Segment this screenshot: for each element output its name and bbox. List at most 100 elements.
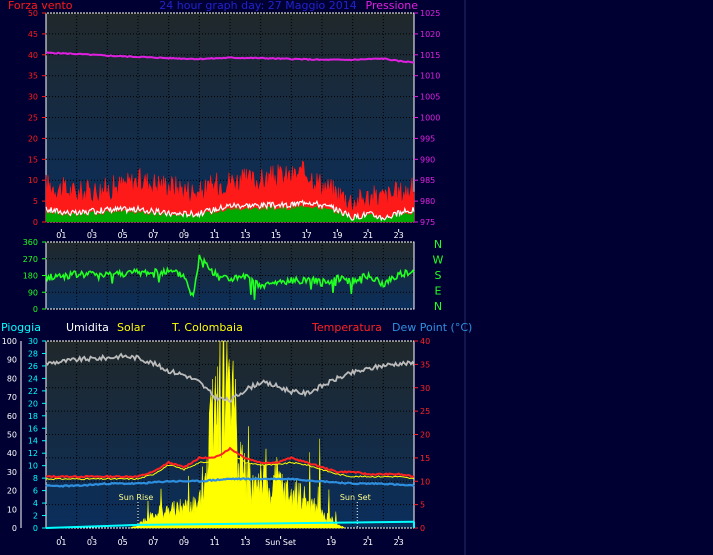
rain-ytick-label: 6 xyxy=(33,487,38,496)
rain-ytick-label: 12 xyxy=(28,449,38,458)
temperature-ytick-label: 15 xyxy=(420,454,430,463)
humidity-ytick-label: 80 xyxy=(7,374,17,383)
wind-ytick-label: 0 xyxy=(33,218,38,227)
direction-ytick-label: 90 xyxy=(28,288,38,297)
wind-ytick-label: 40 xyxy=(28,51,38,60)
legend-temperatura: Temperatura xyxy=(311,321,382,334)
climate-xtick-label: 21 xyxy=(363,538,373,547)
wind-xtick-label: 13 xyxy=(240,231,250,240)
compass-label: N xyxy=(434,300,442,313)
rain-ytick-label: 14 xyxy=(28,437,38,446)
pressure-ytick-label: 1010 xyxy=(420,72,440,81)
temperature-line xyxy=(45,446,415,479)
pressure-line xyxy=(45,51,415,64)
wind-average-line xyxy=(45,199,415,222)
sunset-label: Sun Set xyxy=(340,493,371,502)
humidity-ytick-label: 90 xyxy=(7,356,17,365)
wind-axis-label: Forza vento xyxy=(8,0,73,12)
legend-dewpoint: Dew Point (°C) xyxy=(392,321,472,334)
rain-line xyxy=(45,520,415,529)
humidity-ytick-label: 40 xyxy=(7,449,17,458)
rain-ytick-label: 4 xyxy=(33,499,38,508)
wind-xtick-label: 23 xyxy=(394,231,404,240)
wind-xtick-label: 05 xyxy=(118,231,128,240)
chart-title: 24 hour graph day: 27 Maggio 2014 xyxy=(159,0,356,12)
humidity-ytick-label: 20 xyxy=(7,487,17,496)
pressure-ytick-label: 1005 xyxy=(420,93,440,102)
wind-ytick-label: 25 xyxy=(28,114,38,123)
direction-line xyxy=(45,254,415,300)
climate-xtick-label: 11 xyxy=(210,538,220,547)
wind-xtick-label: 01 xyxy=(56,231,66,240)
rain-ytick-label: 24 xyxy=(28,374,38,383)
pressure-ytick-label: 1020 xyxy=(420,30,440,39)
legend-umidita: Umidita xyxy=(66,321,109,334)
rain-ytick-label: 10 xyxy=(28,462,38,471)
temperature-ytick-label: 25 xyxy=(420,407,430,416)
pressure-ytick-label: 995 xyxy=(420,134,435,143)
wind-ytick-label: 45 xyxy=(28,30,38,39)
pressure-ytick-label: 990 xyxy=(420,155,435,164)
rain-ytick-label: 8 xyxy=(33,474,38,483)
compass-label: S xyxy=(435,269,442,282)
wind-average-area xyxy=(46,205,414,222)
pressure-ytick-label: 975 xyxy=(420,218,435,227)
rain-ytick-label: 28 xyxy=(28,349,38,358)
wind-xtick-label: 19 xyxy=(332,231,342,240)
wind-xtick-label: 21 xyxy=(363,231,373,240)
direction-ytick-label: 0 xyxy=(33,305,38,314)
temperature-ytick-label: 30 xyxy=(420,384,430,393)
humidity-ytick-label: 0 xyxy=(12,524,17,533)
compass-label: W xyxy=(433,254,444,267)
direction-ytick-label: 180 xyxy=(23,272,38,281)
direction-ytick-label: 360 xyxy=(23,238,38,247)
humidity-line xyxy=(45,352,415,404)
wind-xtick-label: 09 xyxy=(179,231,189,240)
rain-ytick-label: 18 xyxy=(28,412,38,421)
humidity-ytick-label: 60 xyxy=(7,412,17,421)
temperature-ytick-label: 20 xyxy=(420,431,430,440)
compass-label: N xyxy=(434,238,442,251)
rain-ytick-label: 22 xyxy=(28,387,38,396)
climate-xtick-label: 09 xyxy=(179,538,189,547)
wind-xtick-label: 07 xyxy=(148,231,158,240)
wind-ytick-label: 30 xyxy=(28,93,38,102)
climate-xtick-label: 03 xyxy=(87,538,97,547)
humidity-ytick-label: 50 xyxy=(7,431,17,440)
rain-ytick-label: 16 xyxy=(28,424,38,433)
solar-area xyxy=(129,340,346,529)
humidity-ytick-label: 70 xyxy=(7,393,17,402)
legend-colombaia: T. Colombaia xyxy=(171,321,243,334)
rain-ytick-label: 26 xyxy=(28,362,38,371)
climate-xtick-label: 23 xyxy=(394,538,404,547)
dewpoint-line xyxy=(45,476,415,488)
pressure-ytick-label: 1000 xyxy=(420,114,440,123)
pressure-axis-label: Pressione xyxy=(366,0,419,12)
compass-label: E xyxy=(435,285,442,298)
rain-ytick-label: 2 xyxy=(33,512,38,521)
temperature-ytick-label: 35 xyxy=(420,360,430,369)
wind-xtick-label: 15 xyxy=(271,231,281,240)
temperature-ytick-label: 5 xyxy=(420,501,425,510)
climate-xtick-label: Sun Set xyxy=(265,538,296,547)
rain-ytick-label: 30 xyxy=(28,337,38,346)
wind-xtick-label: 11 xyxy=(210,231,220,240)
colombaia-line xyxy=(45,452,415,481)
legend-pioggia: Pioggia xyxy=(1,321,41,334)
climate-xtick-label: 07 xyxy=(148,538,158,547)
wind-xtick-label: 03 xyxy=(87,231,97,240)
wind-ytick-label: 15 xyxy=(28,155,38,164)
legend-solar: Solar xyxy=(117,321,146,334)
wind-ytick-label: 50 xyxy=(28,9,38,18)
wind-ytick-label: 5 xyxy=(33,197,38,206)
humidity-ytick-label: 100 xyxy=(2,337,17,346)
humidity-ytick-label: 10 xyxy=(7,505,17,514)
direction-ytick-label: 270 xyxy=(23,255,38,264)
sunrise-label: Sun Rise xyxy=(119,493,154,502)
pressure-ytick-label: 1025 xyxy=(420,9,440,18)
wind-ytick-label: 10 xyxy=(28,176,38,185)
temperature-ytick-label: 40 xyxy=(420,337,430,346)
humidity-ytick-label: 30 xyxy=(7,468,17,477)
climate-xtick-label: 19 xyxy=(326,538,336,547)
